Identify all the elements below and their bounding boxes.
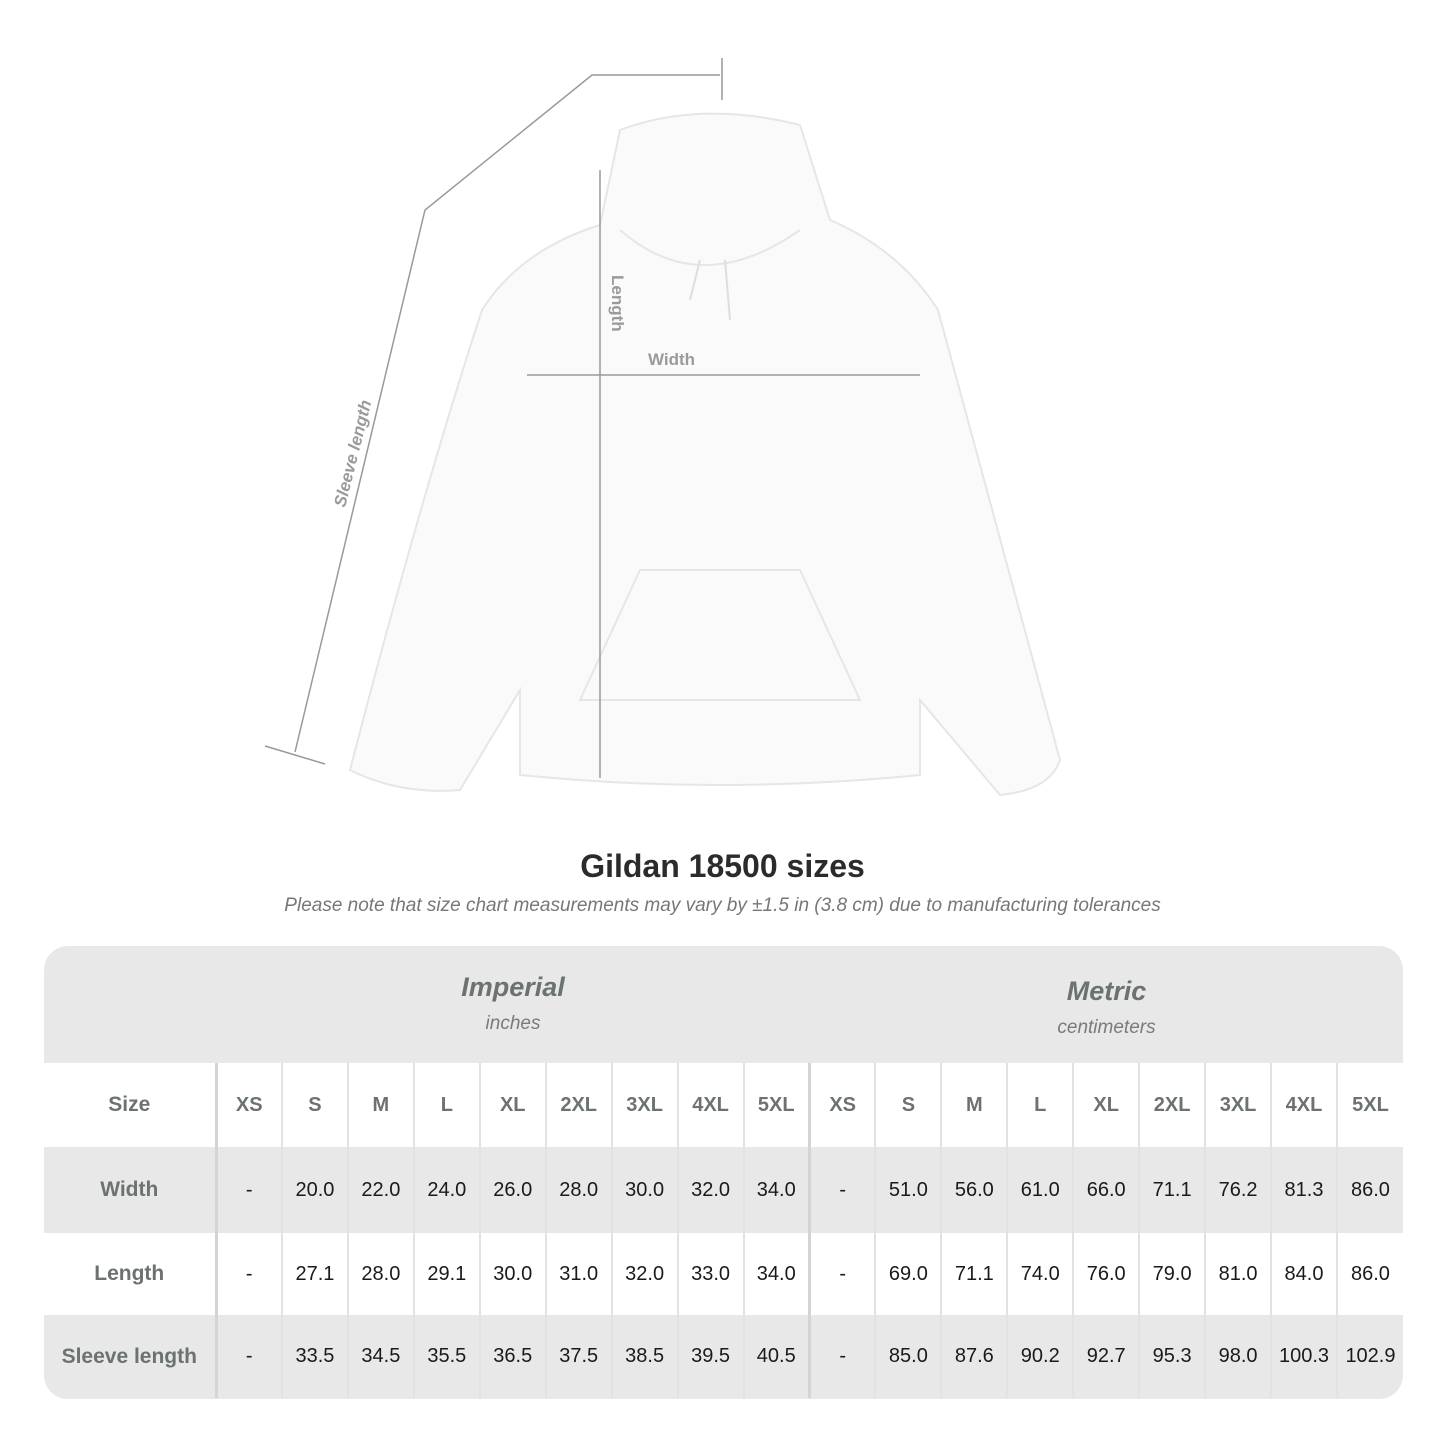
imperial-value: 38.5 [610,1315,678,1398]
metric-value: 98.0 [1204,1315,1272,1398]
hoodie-illustration [348,112,1062,797]
imperial-value: 20.0 [280,1147,348,1233]
metric-size-m: M [940,1063,1008,1147]
metric-value: 81.3 [1270,1147,1337,1233]
imperial-size-4xl: 4XL [676,1063,744,1147]
row-label: Width [44,1147,218,1233]
metric-header: Metric centimeters [810,950,1403,1067]
imperial-value: 22.0 [346,1147,414,1233]
imperial-value: 24.0 [412,1147,480,1233]
width-label: Width [648,350,695,369]
sleeve-length-label: Sleeve length [330,398,375,509]
imperial-value: 34.5 [346,1315,414,1398]
imperial-header: Imperial inches [216,946,810,1063]
imperial-value: 29.1 [412,1233,480,1315]
metric-unit: centimeters [1057,1017,1156,1038]
imperial-value: 36.5 [478,1315,546,1398]
metric-size-3xl: 3XL [1204,1063,1272,1147]
metric-value: 95.3 [1138,1315,1206,1398]
row-label: Sleeve length [44,1315,218,1398]
imperial-value: 34.0 [742,1147,810,1233]
metric-value: 76.2 [1204,1147,1272,1233]
imperial-value: 33.5 [280,1315,348,1398]
imperial-value: 32.0 [610,1233,678,1315]
metric-size-s: S [874,1063,942,1147]
size-header-row: Size XS S M L XL 2XL 3XL 4XL 5XL XS S M L XL 2XL 3XL 4XL 5… [44,1063,1403,1147]
metric-value: 79.0 [1138,1233,1206,1315]
metric-value: 61.0 [1006,1147,1074,1233]
metric-value: 92.7 [1072,1315,1140,1398]
hoodie-diagram: Width Length Sleeve length [264,58,1062,797]
imperial-value: 34.0 [742,1233,810,1315]
table-row-sleeve-length: Sleeve length -33.5 34.5 35.5 36.5 37.5 38.5 39… [44,1315,1403,1398]
imperial-value: 27.1 [280,1233,348,1315]
imperial-size-s: S [280,1063,348,1147]
metric-value: 66.0 [1072,1147,1140,1233]
imperial-value: 28.0 [346,1233,414,1315]
metric-size-l: L [1006,1063,1074,1147]
imperial-value: 40.5 [742,1315,810,1398]
imperial-value: - [215,1233,282,1315]
imperial-value: 33.0 [676,1233,744,1315]
metric-value: 69.0 [874,1233,942,1315]
imperial-size-xs: XS [215,1063,282,1147]
imperial-value: 32.0 [676,1147,744,1233]
imperial-value: - [215,1315,282,1398]
metric-value: - [807,1315,876,1398]
imperial-size-2xl: 2XL [544,1063,612,1147]
metric-value: 85.0 [874,1315,942,1398]
metric-value: 87.6 [940,1315,1008,1398]
size-header: Size [44,1063,218,1147]
metric-value: 84.0 [1270,1233,1337,1315]
metric-value: 74.0 [1006,1233,1074,1315]
page-title: Gildan 18500 sizes [580,848,865,884]
imperial-value: - [215,1147,282,1233]
table-row-length: Length -27.1 28.0 29.1 30.0 31.0 32.0 33.0 34.0-… [44,1233,1403,1315]
size-table: Size XS S M L XL 2XL 3XL 4XL 5XL XS S M L XL 2XL 3XL 4XL 5… [44,1063,1403,1398]
tolerance-note: Please note that size chart measurements… [284,895,1161,916]
imperial-value: 35.5 [412,1315,480,1398]
metric-value: 71.1 [1138,1147,1206,1233]
imperial-value: 39.5 [676,1315,744,1398]
imperial-size-5xl: 5XL [742,1063,810,1147]
metric-size-4xl: 4XL [1270,1063,1337,1147]
sleeve-arrow [294,74,720,753]
metric-value: 51.0 [874,1147,942,1233]
metric-value: 90.2 [1006,1315,1074,1398]
measure-lines [264,58,920,778]
metric-size-xs: XS [807,1063,876,1147]
imperial-size-l: L [412,1063,480,1147]
imperial-value: 26.0 [478,1147,546,1233]
metric-value: 76.0 [1072,1233,1140,1315]
metric-value: 56.0 [940,1147,1008,1233]
metric-size-xl: XL [1072,1063,1140,1147]
metric-value: 86.0 [1335,1233,1403,1315]
imperial-value: 30.0 [478,1233,546,1315]
imperial-size-m: M [346,1063,414,1147]
metric-size-5xl: 5XL [1335,1063,1403,1147]
imperial-value: 31.0 [544,1233,612,1315]
imperial-size-3xl: 3XL [610,1063,678,1147]
imperial-unit: inches [485,1013,541,1034]
metric-value: 71.1 [940,1233,1008,1315]
length-label: Length [608,275,627,332]
metric-value: - [807,1147,876,1233]
size-table-card: Imperial inches Metric centimeters Size X… [44,946,1403,1399]
imperial-value: 28.0 [544,1147,612,1233]
metric-value: 81.0 [1204,1233,1272,1315]
metric-size-2xl: 2XL [1138,1063,1206,1147]
metric-value: 102.9 [1335,1315,1403,1398]
metric-value: 100.3 [1270,1315,1337,1398]
imperial-value: 30.0 [610,1147,678,1233]
metric-value: - [807,1233,876,1315]
row-label: Length [44,1233,218,1315]
table-row-width: Width -20.0 22.0 24.0 26.0 28.0 30.0 32.0 34.0-5… [44,1147,1403,1233]
metric-title: Metric [1066,976,1147,1006]
metric-value: 86.0 [1335,1147,1403,1233]
imperial-title: Imperial [461,972,565,1002]
imperial-size-xl: XL [478,1063,546,1147]
imperial-value: 37.5 [544,1315,612,1398]
